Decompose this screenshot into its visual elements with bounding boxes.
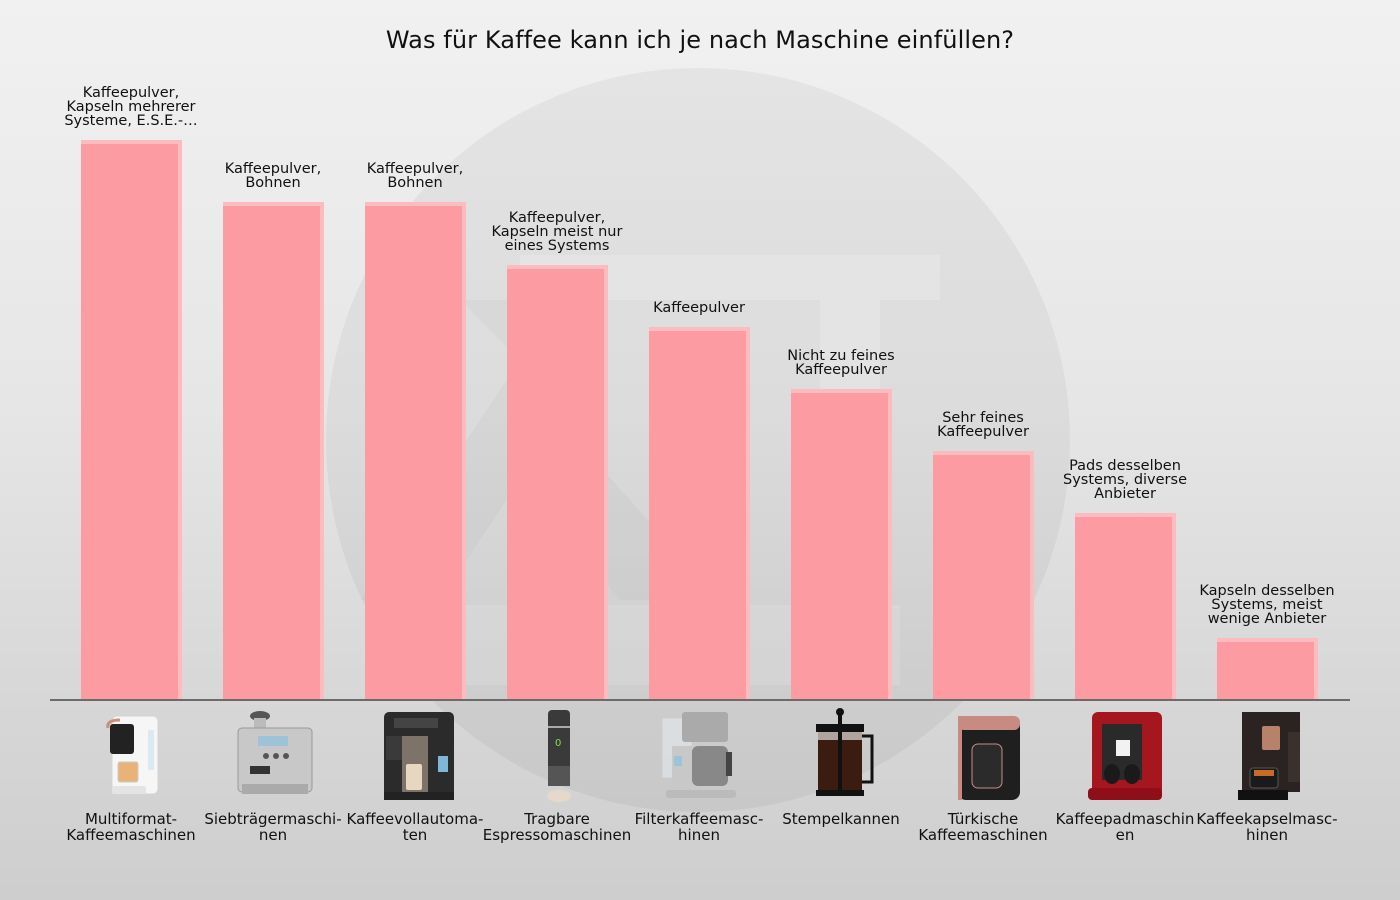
x-axis-category-label: Siebträgermaschi- nen <box>204 810 342 844</box>
bar[interactable] <box>81 140 182 700</box>
bar-data-label: Kaffeepulver, Kapseln meist nur eines Syst… <box>466 210 648 254</box>
x-axis-line <box>50 699 1350 701</box>
bar-data-label-line: Kapseln meist nur <box>491 224 623 240</box>
x-axis-category-label: Multiformat- Kaffeemaschinen <box>66 810 196 844</box>
x-axis-category-label: Türkische Kaffeemaschinen <box>918 810 1048 844</box>
bar-data-label-line: Bohnen <box>387 175 443 191</box>
x-axis-category-label: Filterkaffeemasc- hinen <box>634 810 764 844</box>
bar-data-label: Pads desselben Systems, diverse Anbieter <box>1034 458 1216 502</box>
bar-data-label-line: Kaffeepulver <box>795 362 887 378</box>
multiformat-coffee-machine-icon <box>84 706 180 806</box>
bar[interactable] <box>507 265 608 700</box>
bar-data-label-line: Systeme, E.S.E.-… <box>64 113 198 129</box>
bar-data-label-line: Kaffeepulver, <box>508 210 606 226</box>
bar-data-label-line: Sehr feines <box>942 410 1024 426</box>
x-axis-category-label: Stempelkannen <box>782 810 900 828</box>
bar-data-label-line: Kapseln desselben <box>1199 583 1335 599</box>
espresso-portafilter-machine-icon <box>226 706 322 806</box>
bar-data-label-line: Kaffeepulver, <box>366 161 464 177</box>
svg-text:0: 0 <box>555 738 561 749</box>
bar-data-label-line: Nicht zu feines <box>787 348 895 364</box>
bar-data-label: Nicht zu feines Kaffeepulver <box>750 348 932 378</box>
coffee-pad-machine-icon <box>1078 706 1174 806</box>
x-axis-category-label: Kaffeekapselmasc- hinen <box>1196 810 1338 844</box>
bar-data-label-line: Bohnen <box>245 175 301 191</box>
bar-data-label-line: Pads desselben <box>1069 458 1181 474</box>
bar[interactable] <box>933 451 1034 700</box>
bar-data-label-line: Kaffeepulver <box>937 424 1029 440</box>
bar-data-label-line: Kaffeepulver <box>653 300 745 316</box>
bar-data-label: Sehr feines Kaffeepulver <box>892 410 1074 440</box>
fully-automatic-coffee-machine-icon <box>368 706 464 806</box>
bar-group: Kapseln desselben Systems, meist wenige An… <box>1186 0 1337 900</box>
bar-fill <box>791 393 888 700</box>
bar-group: Kaffeepulver, Bohnen Siebträgermaschi- nen <box>192 0 341 900</box>
bar-group: Kaffeepulver, Kapseln mehrerer Systeme, E.… <box>50 0 197 900</box>
bar-group: Kaffeepulver Filterkaffeemasc- hinen <box>618 0 764 900</box>
bar-fill <box>1217 642 1314 700</box>
bar-data-label-line: eines Systems <box>504 238 610 254</box>
bar-fill <box>507 269 604 700</box>
coffee-capsule-machine-icon <box>1220 706 1316 806</box>
bar-data-label: Kaffeepulver, Bohnen <box>324 161 506 191</box>
bar-data-label-line: wenige Anbieter <box>1207 611 1327 627</box>
bar-fill <box>649 331 746 700</box>
bar-data-label-line: Systems, meist <box>1211 597 1323 613</box>
bar[interactable] <box>365 202 466 700</box>
bar-fill <box>933 455 1030 700</box>
bar-data-label: Kaffeepulver <box>608 300 790 316</box>
x-axis-category-label: Tragbare Espressomaschinen <box>482 810 632 844</box>
bar-group: Sehr feines Kaffeepulver Türkische Kaffeem… <box>902 0 1047 900</box>
bar-data-label: Kaffeepulver, Bohnen <box>182 161 364 191</box>
bar-data-label-line: Anbieter <box>1094 486 1156 502</box>
chart-title: Was für Kaffee kann ich je nach Maschine… <box>385 26 1015 54</box>
bar-data-label-line: Kaffeepulver, <box>224 161 322 177</box>
bar-fill <box>223 206 320 700</box>
x-axis-category-label: Kaffeevollautoma- ten <box>346 810 484 844</box>
bar[interactable] <box>223 202 324 700</box>
bar-fill <box>365 206 462 700</box>
bar[interactable] <box>791 389 892 700</box>
bar-data-label: Kapseln desselben Systems, meist wenige An… <box>1176 583 1358 627</box>
turkish-coffee-machine-icon <box>936 706 1032 806</box>
bar-data-label: Kaffeepulver, Kapseln mehrerer Systeme, E.… <box>40 85 222 129</box>
x-axis-category-label: Kaffeepadmaschin en <box>1055 810 1195 844</box>
bar-group: Kaffeepulver, Bohnen Kaffeevollautoma- ten <box>334 0 484 900</box>
bar-group: Nicht zu feines Kaffeepulver Stempelkannen <box>760 0 902 900</box>
portable-espresso-maker-icon: 0 <box>510 706 606 806</box>
bar-data-label-line: Kapseln mehrerer <box>66 99 196 115</box>
bar-group: Pads desselben Systems, diverse Anbieter Ka… <box>1044 0 1195 900</box>
french-press-icon <box>794 706 890 806</box>
bar-fill <box>1075 517 1172 700</box>
bar-group: Kaffeepulver, Kapseln meist nur eines Syst… <box>476 0 631 900</box>
bar-data-label-line: Systems, diverse <box>1062 472 1187 488</box>
bar-data-label-line: Kaffeepulver, <box>82 85 180 101</box>
bar-fill <box>81 144 178 700</box>
bar[interactable] <box>649 327 750 700</box>
bar[interactable] <box>1217 638 1318 700</box>
filter-coffee-machine-icon <box>652 706 748 806</box>
bar[interactable] <box>1075 513 1176 700</box>
